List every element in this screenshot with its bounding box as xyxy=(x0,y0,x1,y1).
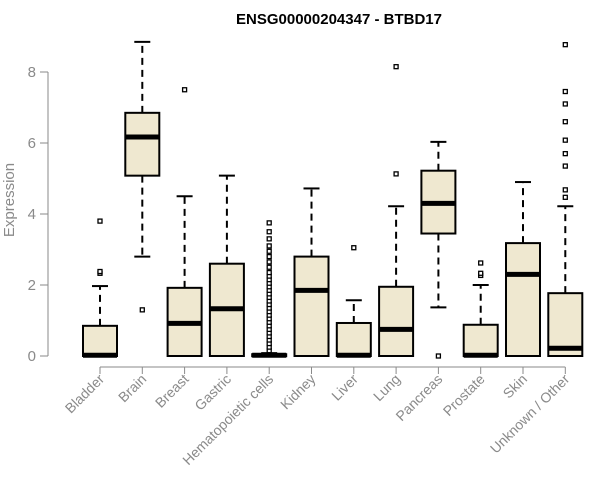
outlier-point xyxy=(562,187,568,193)
x-tick-label: Pancreas xyxy=(392,371,445,424)
box-prostate xyxy=(462,260,499,358)
x-tick-label: Brain xyxy=(115,371,149,405)
outlier-point xyxy=(562,42,568,48)
y-tick-label: 6 xyxy=(28,135,36,152)
outlier-point xyxy=(562,163,568,169)
x-tick-label: Kidney xyxy=(277,371,319,413)
outlier-point xyxy=(562,137,568,143)
box-iqr xyxy=(462,323,499,358)
box-hematopoietic-cells xyxy=(251,220,288,358)
box-iqr xyxy=(124,111,161,177)
outlier-point xyxy=(266,264,272,270)
box-unknown-other xyxy=(547,42,584,358)
chart-title: ENSG00000204347 - BTBD17 xyxy=(236,11,442,28)
outlier-point xyxy=(562,88,568,95)
outlier-point xyxy=(266,243,272,249)
outlier-point xyxy=(478,270,484,276)
x-tick-label: Unknown / Other xyxy=(487,371,573,457)
outlier-point xyxy=(562,194,568,200)
outlier-point xyxy=(266,248,272,254)
box-skin xyxy=(505,181,541,357)
outlier-point xyxy=(266,269,272,276)
box-iqr xyxy=(293,255,330,358)
y-axis-label: Expression xyxy=(1,163,18,237)
x-tick-label: Lung xyxy=(370,371,403,404)
outlier-point xyxy=(562,101,568,107)
box-iqr xyxy=(335,321,372,357)
x-tick-label: Prostate xyxy=(440,371,488,419)
outlier-point xyxy=(266,220,272,226)
box-iqr xyxy=(82,324,118,358)
box-breast xyxy=(166,87,203,357)
outlier-point xyxy=(351,245,357,251)
box-gastric xyxy=(208,174,245,358)
outlier-point xyxy=(97,268,103,275)
box-liver xyxy=(335,245,372,358)
box-iqr xyxy=(378,285,415,357)
box-pancreas xyxy=(420,140,457,359)
outlier-point xyxy=(435,353,442,359)
y-tick-label: 0 xyxy=(28,348,36,365)
box-bladder xyxy=(82,218,118,358)
outlier-point xyxy=(139,307,145,313)
y-tick-label: 8 xyxy=(28,64,36,81)
y-tick-label: 2 xyxy=(28,277,36,294)
x-tick-label: Skin xyxy=(500,371,531,402)
box-kidney xyxy=(293,187,330,358)
box-iqr xyxy=(505,242,541,357)
outlier-point xyxy=(393,64,399,70)
outlier-point xyxy=(266,253,272,260)
outlier-point xyxy=(562,119,568,125)
outlier-point xyxy=(393,171,399,177)
outlier-point xyxy=(266,236,272,242)
box-iqr xyxy=(547,292,584,358)
boxes-layer xyxy=(82,40,584,359)
outlier-point xyxy=(181,87,188,93)
x-tick-label: Breast xyxy=(152,371,192,411)
outlier-point xyxy=(97,218,103,224)
box-brain xyxy=(124,40,161,313)
outlier-point xyxy=(266,229,272,235)
y-axis: 0 2 4 6 8 xyxy=(28,64,49,365)
x-tick-label: Bladder xyxy=(62,371,108,417)
outlier-point xyxy=(266,259,272,265)
y-tick-label: 4 xyxy=(28,206,36,223)
box-lung xyxy=(378,64,415,357)
x-tick-label: Liver xyxy=(328,371,361,404)
outlier-point xyxy=(478,260,484,266)
outlier-point xyxy=(562,150,568,157)
